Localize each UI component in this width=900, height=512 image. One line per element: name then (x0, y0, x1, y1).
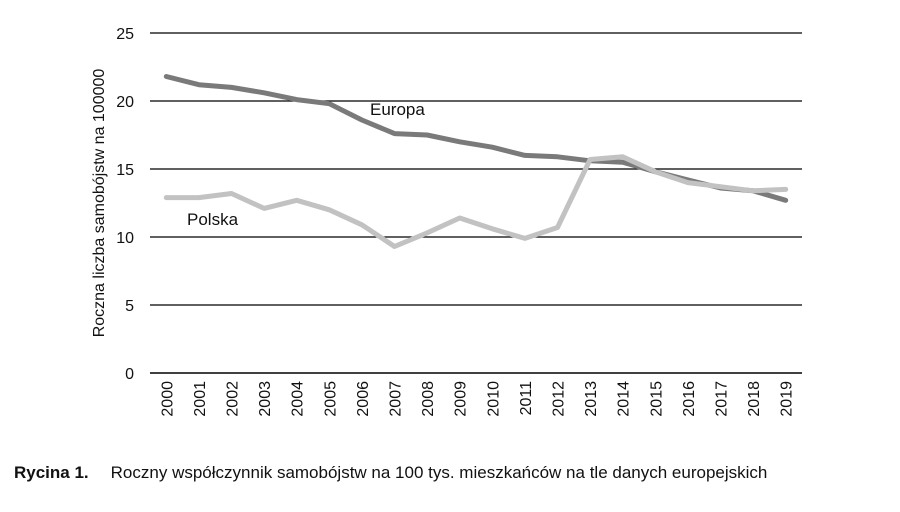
y-tick-label: 20 (116, 94, 134, 111)
y-tick-label: 5 (125, 298, 134, 315)
x-tick-label: 2010 (485, 381, 502, 417)
y-tick-label: 25 (116, 26, 134, 43)
x-tick-label: 2016 (681, 381, 698, 417)
x-tick-label: 2014 (616, 381, 633, 417)
x-tick-label: 2012 (551, 381, 568, 417)
x-tick-label: 2011 (518, 381, 535, 416)
grid-lines (150, 32, 802, 374)
y-axis-label: Roczna liczba samobójstw na 100000 (91, 69, 108, 338)
y-tick-label: 10 (116, 230, 134, 247)
figure-caption-text: Roczny współczynnik samobójstw na 100 ty… (110, 463, 768, 482)
x-tick-label: 2004 (290, 381, 307, 417)
x-tick-label: 2008 (420, 381, 437, 417)
figure-number: Rycina 1. (14, 463, 89, 482)
series-label-europa: Europa (370, 100, 425, 119)
x-tick-label: 2018 (746, 381, 763, 417)
x-tick-label: 2019 (779, 381, 796, 417)
x-tick-label: 2002 (225, 381, 242, 417)
x-tick-label: 2003 (257, 381, 274, 417)
x-tick-label: 2015 (648, 381, 665, 417)
x-tick-label: 2001 (192, 381, 209, 417)
x-tick-label: 2000 (159, 381, 176, 417)
x-tick-label: 2013 (583, 381, 600, 417)
series-lines (163, 74, 789, 249)
x-tick-label: 2006 (355, 381, 372, 417)
x-tick-label: 2007 (388, 381, 405, 417)
x-axis-ticks: 2000 2001 2002 2003 2004 2005 2006 2007 2008 2009… (159, 381, 795, 417)
x-tick-label: 2017 (714, 381, 731, 417)
y-tick-label: 15 (116, 162, 134, 179)
x-tick-label: 2005 (322, 381, 339, 417)
x-tick-label: 2009 (453, 381, 470, 417)
y-tick-label: 0 (125, 366, 134, 383)
series-line-polska (163, 154, 789, 249)
series-label-polska: Polska (187, 210, 239, 229)
figure-caption: Rycina 1. Roczny współczynnik samobójstw … (14, 463, 767, 483)
y-axis-ticks: 0 5 10 15 20 25 (116, 26, 134, 383)
